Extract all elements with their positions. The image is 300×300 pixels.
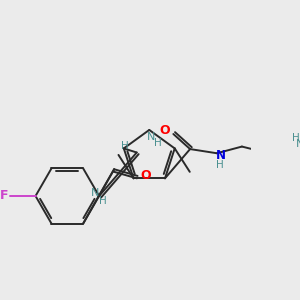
Text: H: H	[216, 160, 224, 170]
Text: N: N	[216, 149, 226, 162]
Text: H: H	[99, 196, 107, 206]
Text: H: H	[292, 133, 299, 143]
Text: O: O	[141, 169, 151, 182]
Text: O: O	[160, 124, 170, 137]
Text: F: F	[0, 190, 8, 202]
Text: N: N	[91, 188, 99, 198]
Text: H: H	[121, 141, 129, 151]
Text: N: N	[147, 132, 155, 142]
Text: N: N	[296, 139, 300, 149]
Text: H: H	[154, 138, 161, 148]
